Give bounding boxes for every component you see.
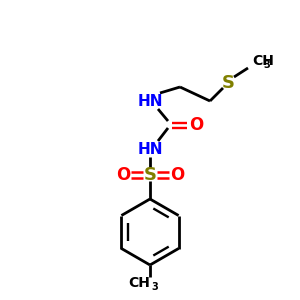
Text: HN: HN	[137, 94, 163, 109]
Text: 3: 3	[152, 282, 158, 292]
Text: O: O	[116, 166, 130, 184]
Text: S: S	[221, 74, 235, 92]
Text: CH: CH	[128, 276, 150, 290]
Text: HN: HN	[137, 142, 163, 157]
Text: O: O	[170, 166, 184, 184]
Text: S: S	[143, 166, 157, 184]
Text: O: O	[189, 116, 203, 134]
Text: 3: 3	[263, 60, 270, 70]
Text: CH: CH	[252, 54, 274, 68]
